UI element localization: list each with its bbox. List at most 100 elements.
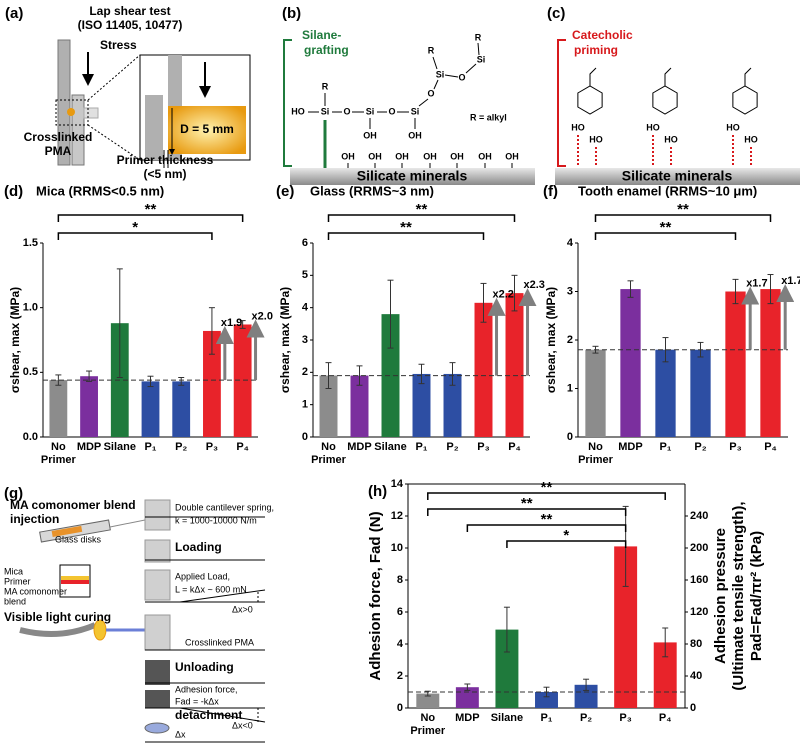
y-tick-label: 1 [302, 399, 308, 411]
label: Lap shear test [89, 4, 170, 18]
x-tick-label: Silane [103, 441, 136, 453]
lap-shear-diagram [55, 39, 251, 168]
significance-bracket [466, 524, 627, 532]
y-tick-label: 2 [567, 334, 573, 346]
significance-label: ** [145, 201, 157, 218]
x-tick-label-box: Silane [491, 712, 523, 724]
bar [574, 684, 598, 708]
y-tick-label: 10 [391, 542, 403, 554]
x-tick-label: P₁ [144, 441, 157, 453]
label: HO [571, 122, 585, 132]
y2-tick-label: 240 [690, 510, 708, 522]
label: Crosslinked PMA [185, 637, 254, 647]
significance-bracket [327, 232, 485, 240]
y-tick-label: 2 [397, 670, 403, 682]
y-axis-label: σshear, max (MPa) [544, 287, 558, 393]
label: Si [366, 106, 375, 116]
x-tick-label: P₂ [694, 441, 707, 453]
y-tick-label: 1.0 [23, 302, 38, 314]
label: Si [477, 54, 486, 64]
y-axis-label: Adhesion force, Fad (N) [367, 511, 384, 680]
catechol-ring [577, 85, 603, 115]
y-tick-label: 2 [302, 366, 308, 378]
label: k = 1000-10000 N/m [175, 515, 257, 525]
x-tick-label-box: P₄ [764, 441, 777, 453]
fold-label: x1.9 [221, 317, 242, 329]
bar [690, 349, 711, 437]
x-tick-label-box: P₃ [206, 441, 218, 453]
significance-bracket [57, 214, 244, 222]
label: O [427, 88, 434, 98]
bar [203, 330, 221, 437]
significance-label: * [563, 527, 569, 544]
label: Δx [175, 729, 186, 739]
label: OH [408, 130, 422, 140]
y2-axis-label: Pad=Fad/πr² (kPa) [748, 531, 765, 661]
y2-tick-label: 120 [690, 606, 708, 618]
label: Silane- [302, 28, 341, 42]
label: Primer thickness [117, 153, 214, 167]
bar [505, 293, 524, 437]
y-axis-label: σshear, max (MPa) [278, 287, 292, 393]
silane-diagram [283, 39, 535, 185]
bar [760, 289, 781, 437]
label: OH [395, 151, 409, 161]
significance-bracket [594, 232, 737, 240]
y-tick-label: 12 [391, 510, 403, 522]
bar [350, 375, 369, 437]
label: (c) [547, 5, 565, 22]
x-tick-label: P₂ [175, 441, 188, 453]
x-tick-label: No Primer [410, 712, 446, 737]
y2-tick-label: 160 [690, 574, 708, 586]
x-tick-label: P₁ [540, 712, 553, 724]
label: OH [423, 151, 437, 161]
label: HO [726, 122, 740, 132]
label: PMA [45, 144, 72, 158]
label: R = alkyl [470, 112, 507, 122]
label: L = kΔx ~ 600 mN [175, 584, 247, 594]
x-tick-label-box: No Primer [41, 441, 76, 466]
label: OH [478, 151, 492, 161]
x-tick-label-box: MDP [77, 441, 101, 453]
y-tick-label: 3 [302, 334, 308, 346]
significance-label: * [132, 219, 138, 236]
label: Unloading [175, 660, 234, 674]
bar [443, 373, 462, 437]
bar [80, 376, 98, 437]
label: Double cantilever spring, [175, 502, 274, 512]
y-tick-label: 0.0 [23, 431, 38, 443]
y2-axis-label: (Ultimate tensile strength), [730, 501, 747, 690]
significance-bracket [594, 214, 772, 222]
y-tick-label: 0 [397, 702, 403, 714]
label: Mica [4, 566, 23, 576]
fold-label: x2.0 [252, 310, 273, 322]
x-tick-label: P₄ [508, 441, 521, 453]
catechol-diagram [555, 39, 800, 185]
side-chain [589, 67, 597, 86]
label: OH [368, 151, 382, 161]
label: Crosslinked [24, 130, 93, 144]
bar [412, 373, 431, 437]
x-tick-label-box: P₄ [508, 441, 521, 453]
x-tick-label: P₄ [658, 712, 672, 724]
significance-bracket [327, 214, 516, 222]
significance-bracket [427, 508, 627, 516]
y-tick-label: 4 [567, 237, 574, 249]
bar [725, 291, 746, 437]
x-tick-label-box: P₁ [660, 441, 672, 453]
y2-tick-label: 0 [690, 702, 696, 714]
label: R [428, 45, 435, 55]
x-tick-label: P₃ [619, 712, 632, 724]
label: priming [574, 43, 618, 57]
y-tick-label: 4 [302, 302, 309, 314]
x-tick-label-box: No Primer [311, 441, 346, 466]
x-tick-label: Silane [374, 441, 407, 453]
significance-label: ** [521, 495, 533, 512]
label: Loading [175, 540, 222, 554]
y-tick-label: 1.5 [23, 237, 38, 249]
label: Fad = -kΔx [175, 696, 219, 706]
x-tick-label-box: P₂ [446, 441, 458, 453]
y-tick-label: 3 [567, 285, 573, 297]
x-tick-label-box: MDP [347, 441, 371, 453]
